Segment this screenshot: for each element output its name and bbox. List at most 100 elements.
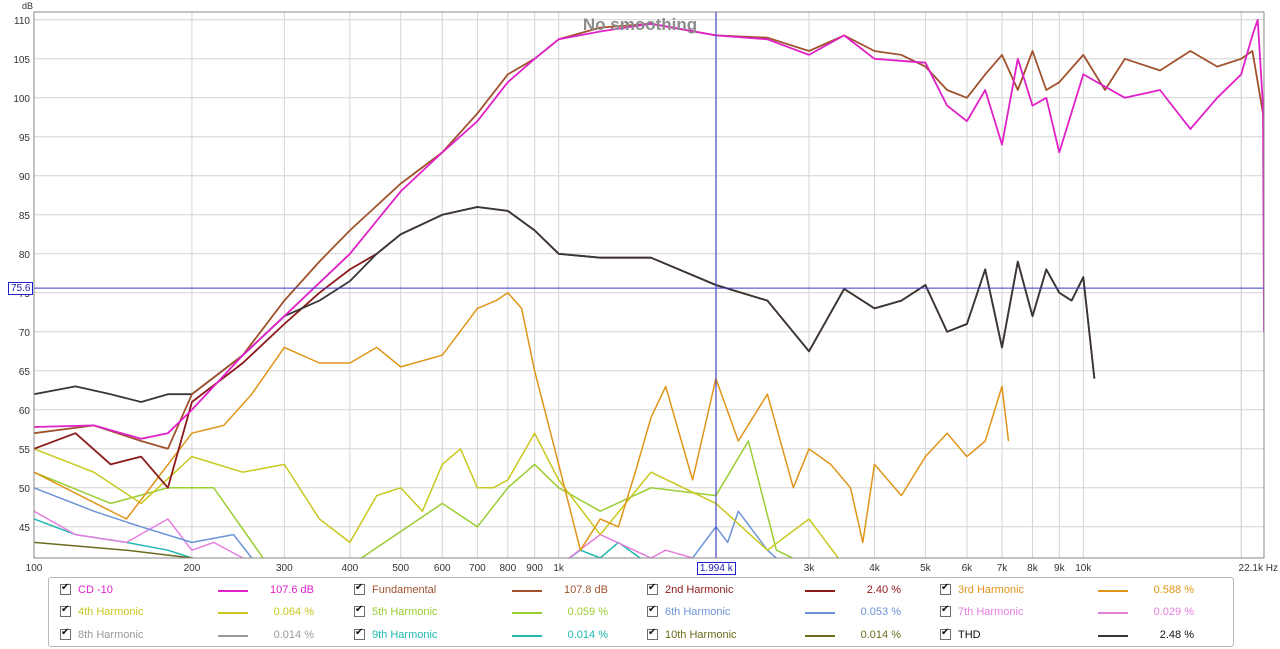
- cursor-y-readout[interactable]: 75.6: [8, 282, 34, 296]
- series-line-10th-harmonic: [34, 541, 197, 558]
- legend-item-7th-harmonic: 7th Harmonic 0.029 %: [933, 603, 1228, 621]
- series-line-6th-harmonic: [34, 487, 778, 558]
- legend-series-name: CD -10: [78, 584, 113, 596]
- legend-value: 0.064 %: [273, 606, 314, 618]
- legend-item-3rd-harmonic: 3rd Harmonic 0.588 %: [933, 581, 1228, 599]
- series-line-7th-harmonic: [34, 510, 695, 558]
- y-tick-label: 110: [14, 16, 30, 27]
- legend-swatch: [1098, 612, 1128, 614]
- legend-value: 2.40 %: [866, 584, 901, 596]
- legend-checkbox[interactable]: [354, 604, 365, 617]
- legend-checkbox[interactable]: [354, 627, 365, 640]
- series-line-4th-harmonic: [34, 432, 840, 558]
- legend-swatch: [218, 590, 248, 592]
- legend-swatch: [512, 590, 542, 592]
- x-tick-label: 600: [434, 563, 451, 574]
- legend: CD -10 107.6 dB Fundamental 107.8 dB 2nd Har…: [48, 577, 1234, 647]
- x-tick-label: 8k: [1027, 563, 1039, 574]
- cursor: [34, 12, 1264, 558]
- legend-series-name: 2nd Harmonic: [665, 584, 734, 596]
- legend-value: 107.8 dB: [563, 584, 608, 596]
- x-tick-label: 700: [469, 563, 486, 574]
- legend-value: 0.014 %: [273, 629, 314, 641]
- legend-value: 107.6 dB: [269, 584, 314, 596]
- legend-swatch: [1098, 635, 1128, 637]
- y-tick-label: 85: [19, 211, 31, 222]
- legend-item-5th-harmonic: 5th Harmonic 0.059 %: [347, 603, 642, 621]
- x-tick-label: 1k: [553, 563, 565, 574]
- x-tick-label: 9k: [1054, 563, 1066, 574]
- y-unit-label: dB: [22, 1, 33, 11]
- x-tick-label: 300: [276, 563, 293, 574]
- legend-series-name: THD: [958, 629, 981, 641]
- cursor-x-readout[interactable]: 1.994 k: [696, 562, 736, 575]
- series-line-fundamental: [34, 22, 1264, 450]
- x-tick-label: 100: [26, 563, 43, 574]
- plot-frame: [33, 11, 1265, 559]
- legend-checkbox[interactable]: [60, 604, 71, 617]
- legend-item-cd-10: CD -10 107.6 dB: [53, 581, 348, 599]
- legend-checkbox[interactable]: [940, 582, 951, 595]
- legend-value: 2.48 %: [1159, 629, 1194, 641]
- legend-swatch: [805, 612, 835, 614]
- x-tick-label: 10k: [1075, 563, 1092, 574]
- legend-value: 0.029 %: [1153, 606, 1194, 618]
- legend-value: 0.014 %: [860, 629, 901, 641]
- legend-checkbox[interactable]: [60, 627, 71, 640]
- x-tick-label: 200: [184, 563, 201, 574]
- legend-checkbox[interactable]: [60, 582, 71, 595]
- legend-swatch: [512, 612, 542, 614]
- legend-checkbox[interactable]: [647, 582, 658, 595]
- legend-checkbox[interactable]: [647, 604, 658, 617]
- legend-series-name: 6th Harmonic: [665, 606, 731, 618]
- legend-swatch: [218, 635, 248, 637]
- y-tick-label: 90: [19, 172, 31, 183]
- legend-value: 0.053 %: [860, 606, 901, 618]
- legend-series-name: 3rd Harmonic: [958, 584, 1025, 596]
- legend-checkbox[interactable]: [647, 627, 658, 640]
- y-axis-ticks: 1101051009590858075706560555045: [13, 16, 30, 534]
- x-tick-label: 6k: [962, 563, 974, 574]
- legend-series-name: 4th Harmonic: [78, 606, 144, 618]
- legend-checkbox[interactable]: [940, 604, 951, 617]
- x-tick-label: 500: [392, 563, 409, 574]
- y-tick-label: 55: [19, 445, 31, 456]
- legend-swatch: [805, 590, 835, 592]
- chart[interactable]: 1101051009590858075706560555045 10020030…: [0, 0, 1280, 575]
- x-tick-label: 4k: [869, 563, 881, 574]
- y-tick-label: 80: [19, 250, 31, 261]
- legend-series-name: 9th Harmonic: [372, 629, 438, 641]
- legend-swatch: [512, 635, 542, 637]
- x-tick-label: 3k: [804, 563, 816, 574]
- legend-swatch: [218, 612, 248, 614]
- x-tick-label: 800: [499, 563, 516, 574]
- y-tick-label: 65: [19, 367, 31, 378]
- legend-item-6th-harmonic: 6th Harmonic 0.053 %: [640, 603, 935, 621]
- y-tick-label: 50: [19, 484, 31, 495]
- legend-checkbox[interactable]: [354, 582, 365, 595]
- legend-item-thd: THD 2.48 %: [933, 626, 1228, 644]
- x-tick-label: 5k: [920, 563, 932, 574]
- series-line-thd: [34, 206, 1096, 403]
- legend-swatch: [1098, 590, 1128, 592]
- y-tick-label: 100: [13, 94, 30, 105]
- legend-series-name: 10th Harmonic: [665, 629, 737, 641]
- series-line-cd-10: [34, 18, 1264, 440]
- legend-value: 0.014 %: [567, 629, 608, 641]
- chart-title: No smoothing: [583, 15, 697, 34]
- legend-item-4th-harmonic: 4th Harmonic 0.064 %: [53, 603, 348, 621]
- series-layer: [34, 18, 1264, 558]
- legend-item-fundamental: Fundamental 107.8 dB: [347, 581, 642, 599]
- legend-item-2nd-harmonic: 2nd Harmonic 2.40 %: [640, 581, 935, 599]
- legend-value: 0.588 %: [1153, 584, 1194, 596]
- legend-swatch: [805, 635, 835, 637]
- series-line-5th-harmonic: [34, 440, 795, 558]
- legend-checkbox[interactable]: [940, 627, 951, 640]
- legend-value: 0.059 %: [567, 606, 608, 618]
- legend-item-10th-harmonic: 10th Harmonic 0.014 %: [640, 626, 935, 644]
- x-tick-label: 22.1k Hz: [1239, 563, 1278, 574]
- y-tick-label: 95: [19, 133, 31, 144]
- y-tick-label: 105: [13, 55, 30, 66]
- legend-item-8th-harmonic: 8th Harmonic 0.014 %: [53, 626, 348, 644]
- legend-series-name: Fundamental: [372, 584, 437, 596]
